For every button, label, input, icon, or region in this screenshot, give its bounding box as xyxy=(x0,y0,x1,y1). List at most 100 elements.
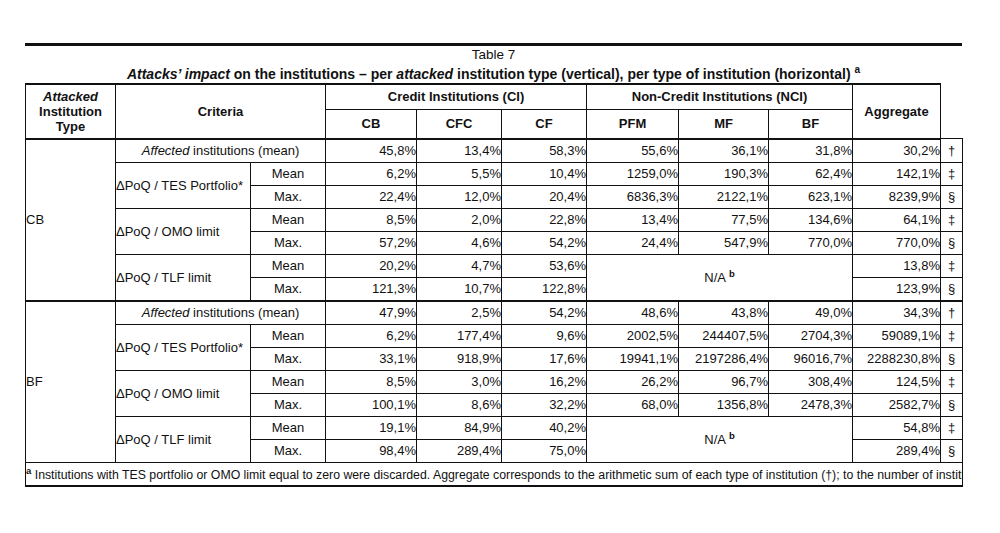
value-cell: 134,6% xyxy=(769,208,853,231)
table-row: BF Affected institutions (mean) 47,9% 2,… xyxy=(26,301,963,325)
value-cell: 49,0% xyxy=(769,301,853,325)
stat-label: Max. xyxy=(251,347,326,370)
aggregation-marker: ‡ xyxy=(941,416,963,439)
value-cell: 10,7% xyxy=(417,277,502,301)
stat-label: Mean xyxy=(251,370,326,393)
header-col-cfc: CFC xyxy=(417,109,502,139)
criteria-affected-label: Affected institutions (mean) xyxy=(116,301,326,325)
aggregate-cell: 64,1% xyxy=(853,208,941,231)
footnote-text: Institutions with TES portfolio or OMO l… xyxy=(31,469,962,483)
aggregation-marker: ‡ xyxy=(941,370,963,393)
label-part: Affected xyxy=(142,305,190,320)
value-cell: 2122,1% xyxy=(679,185,769,208)
table-row: CB Affected institutions (mean) 45,8% 13… xyxy=(26,139,963,163)
stat-label: Max. xyxy=(251,185,326,208)
header-col-bf: BF xyxy=(769,109,853,139)
value-cell: 12,0% xyxy=(417,185,502,208)
header-criteria: Criteria xyxy=(116,84,326,139)
label-part: institutions (mean) xyxy=(189,305,299,320)
value-cell: 43,8% xyxy=(679,301,769,325)
table-figure: Table 7 Attacks’ impact on the instituti… xyxy=(25,43,962,487)
aggregate-cell: 13,8% xyxy=(853,254,941,277)
aggregation-marker: ‡ xyxy=(941,254,963,277)
header-credit-institutions: Credit Institutions (CI) xyxy=(326,84,587,110)
value-cell: 22,4% xyxy=(326,185,417,208)
header-row-groups: Attacked Institution Type Criteria Credi… xyxy=(26,84,963,110)
value-cell: 16,2% xyxy=(502,370,587,393)
title-part: Attacks’ impact xyxy=(127,66,230,82)
criteria-omo-label: ΔPoQ / OMO limit xyxy=(116,370,251,416)
aggregation-marker: † xyxy=(941,139,963,163)
stat-label: Max. xyxy=(251,439,326,462)
value-cell: 58,3% xyxy=(502,139,587,163)
aggregation-marker: § xyxy=(941,347,963,370)
na-cell: N/A b xyxy=(587,254,853,301)
aggregation-marker: § xyxy=(941,393,963,416)
value-cell: 1259,0% xyxy=(587,162,679,185)
label-part: institutions (mean) xyxy=(189,143,299,158)
aggregation-marker: ‡ xyxy=(941,324,963,347)
table-row: ΔPoQ / TLF limit Mean 19,1% 84,9% 40,2% … xyxy=(26,416,963,439)
criteria-tes-label: ΔPoQ / TES Portfolio* xyxy=(116,324,251,370)
value-cell: 19,1% xyxy=(326,416,417,439)
value-cell: 121,3% xyxy=(326,277,417,301)
value-cell: 32,2% xyxy=(502,393,587,416)
value-cell: 33,1% xyxy=(326,347,417,370)
attacked-type-bf: BF xyxy=(26,301,116,463)
aggregation-marker: ‡ xyxy=(941,208,963,231)
table-row: ΔPoQ / OMO limit Mean 8,5% 3,0% 16,2% 26… xyxy=(26,370,963,393)
value-cell: 2,0% xyxy=(417,208,502,231)
header-attacked-line2: Institution xyxy=(26,104,115,119)
value-cell: 96016,7% xyxy=(769,347,853,370)
value-cell: 55,6% xyxy=(587,139,679,163)
footnote-ref-b: b xyxy=(729,268,735,279)
header-marker-spacer xyxy=(941,84,963,139)
stat-label: Max. xyxy=(251,277,326,301)
criteria-omo-label: ΔPoQ / OMO limit xyxy=(116,208,251,254)
aggregate-cell: 124,5% xyxy=(853,370,941,393)
aggregate-cell: 8239,9% xyxy=(853,185,941,208)
table-row: ΔPoQ / OMO limit Mean 8,5% 2,0% 22,8% 13… xyxy=(26,208,963,231)
value-cell: 54,2% xyxy=(502,301,587,325)
attacked-type-cb: CB xyxy=(26,139,116,301)
value-cell: 308,4% xyxy=(769,370,853,393)
aggregation-marker: ‡ xyxy=(941,162,963,185)
value-cell: 48,6% xyxy=(587,301,679,325)
value-cell: 24,4% xyxy=(587,231,679,254)
value-cell: 9,6% xyxy=(502,324,587,347)
header-aggregate: Aggregate xyxy=(853,84,941,139)
aggregate-cell: 770,0% xyxy=(853,231,941,254)
criteria-tlf-label: ΔPoQ / TLF limit xyxy=(116,416,251,462)
header-col-pfm: PFM xyxy=(587,109,679,139)
value-cell: 2,5% xyxy=(417,301,502,325)
aggregate-cell: 54,8% xyxy=(853,416,941,439)
table-row: ΔPoQ / TES Portfolio* Mean 6,2% 5,5% 10,… xyxy=(26,162,963,185)
value-cell: 244407,5% xyxy=(679,324,769,347)
aggregate-cell: 59089,1% xyxy=(853,324,941,347)
value-cell: 6836,3% xyxy=(587,185,679,208)
na-cell: N/A b xyxy=(587,416,853,462)
value-cell: 2197286,4% xyxy=(679,347,769,370)
value-cell: 47,9% xyxy=(326,301,417,325)
aggregate-cell: 289,4% xyxy=(853,439,941,462)
value-cell: 2478,3% xyxy=(769,393,853,416)
aggregate-cell: 34,3% xyxy=(853,301,941,325)
aggregate-cell: 2582,7% xyxy=(853,393,941,416)
aggregation-marker: § xyxy=(941,185,963,208)
aggregate-cell: 2288230,8% xyxy=(853,347,941,370)
table-row: ΔPoQ / TES Portfolio* Mean 6,2% 177,4% 9… xyxy=(26,324,963,347)
value-cell: 57,2% xyxy=(326,231,417,254)
table-title: Attacks’ impact on the institutions – pe… xyxy=(25,62,962,83)
value-cell: 31,8% xyxy=(769,139,853,163)
value-cell: 2704,3% xyxy=(769,324,853,347)
value-cell: 4,6% xyxy=(417,231,502,254)
value-cell: 40,2% xyxy=(502,416,587,439)
value-cell: 20,2% xyxy=(326,254,417,277)
table-row: ΔPoQ / TLF limit Mean 20,2% 4,7% 53,6% N… xyxy=(26,254,963,277)
value-cell: 3,0% xyxy=(417,370,502,393)
value-cell: 1356,8% xyxy=(679,393,769,416)
value-cell: 26,2% xyxy=(587,370,679,393)
value-cell: 2002,5% xyxy=(587,324,679,347)
value-cell: 5,5% xyxy=(417,162,502,185)
value-cell: 13,4% xyxy=(417,139,502,163)
